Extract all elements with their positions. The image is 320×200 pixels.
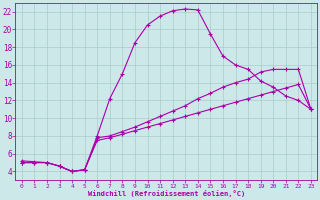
X-axis label: Windchill (Refroidissement éolien,°C): Windchill (Refroidissement éolien,°C) (88, 190, 245, 197)
